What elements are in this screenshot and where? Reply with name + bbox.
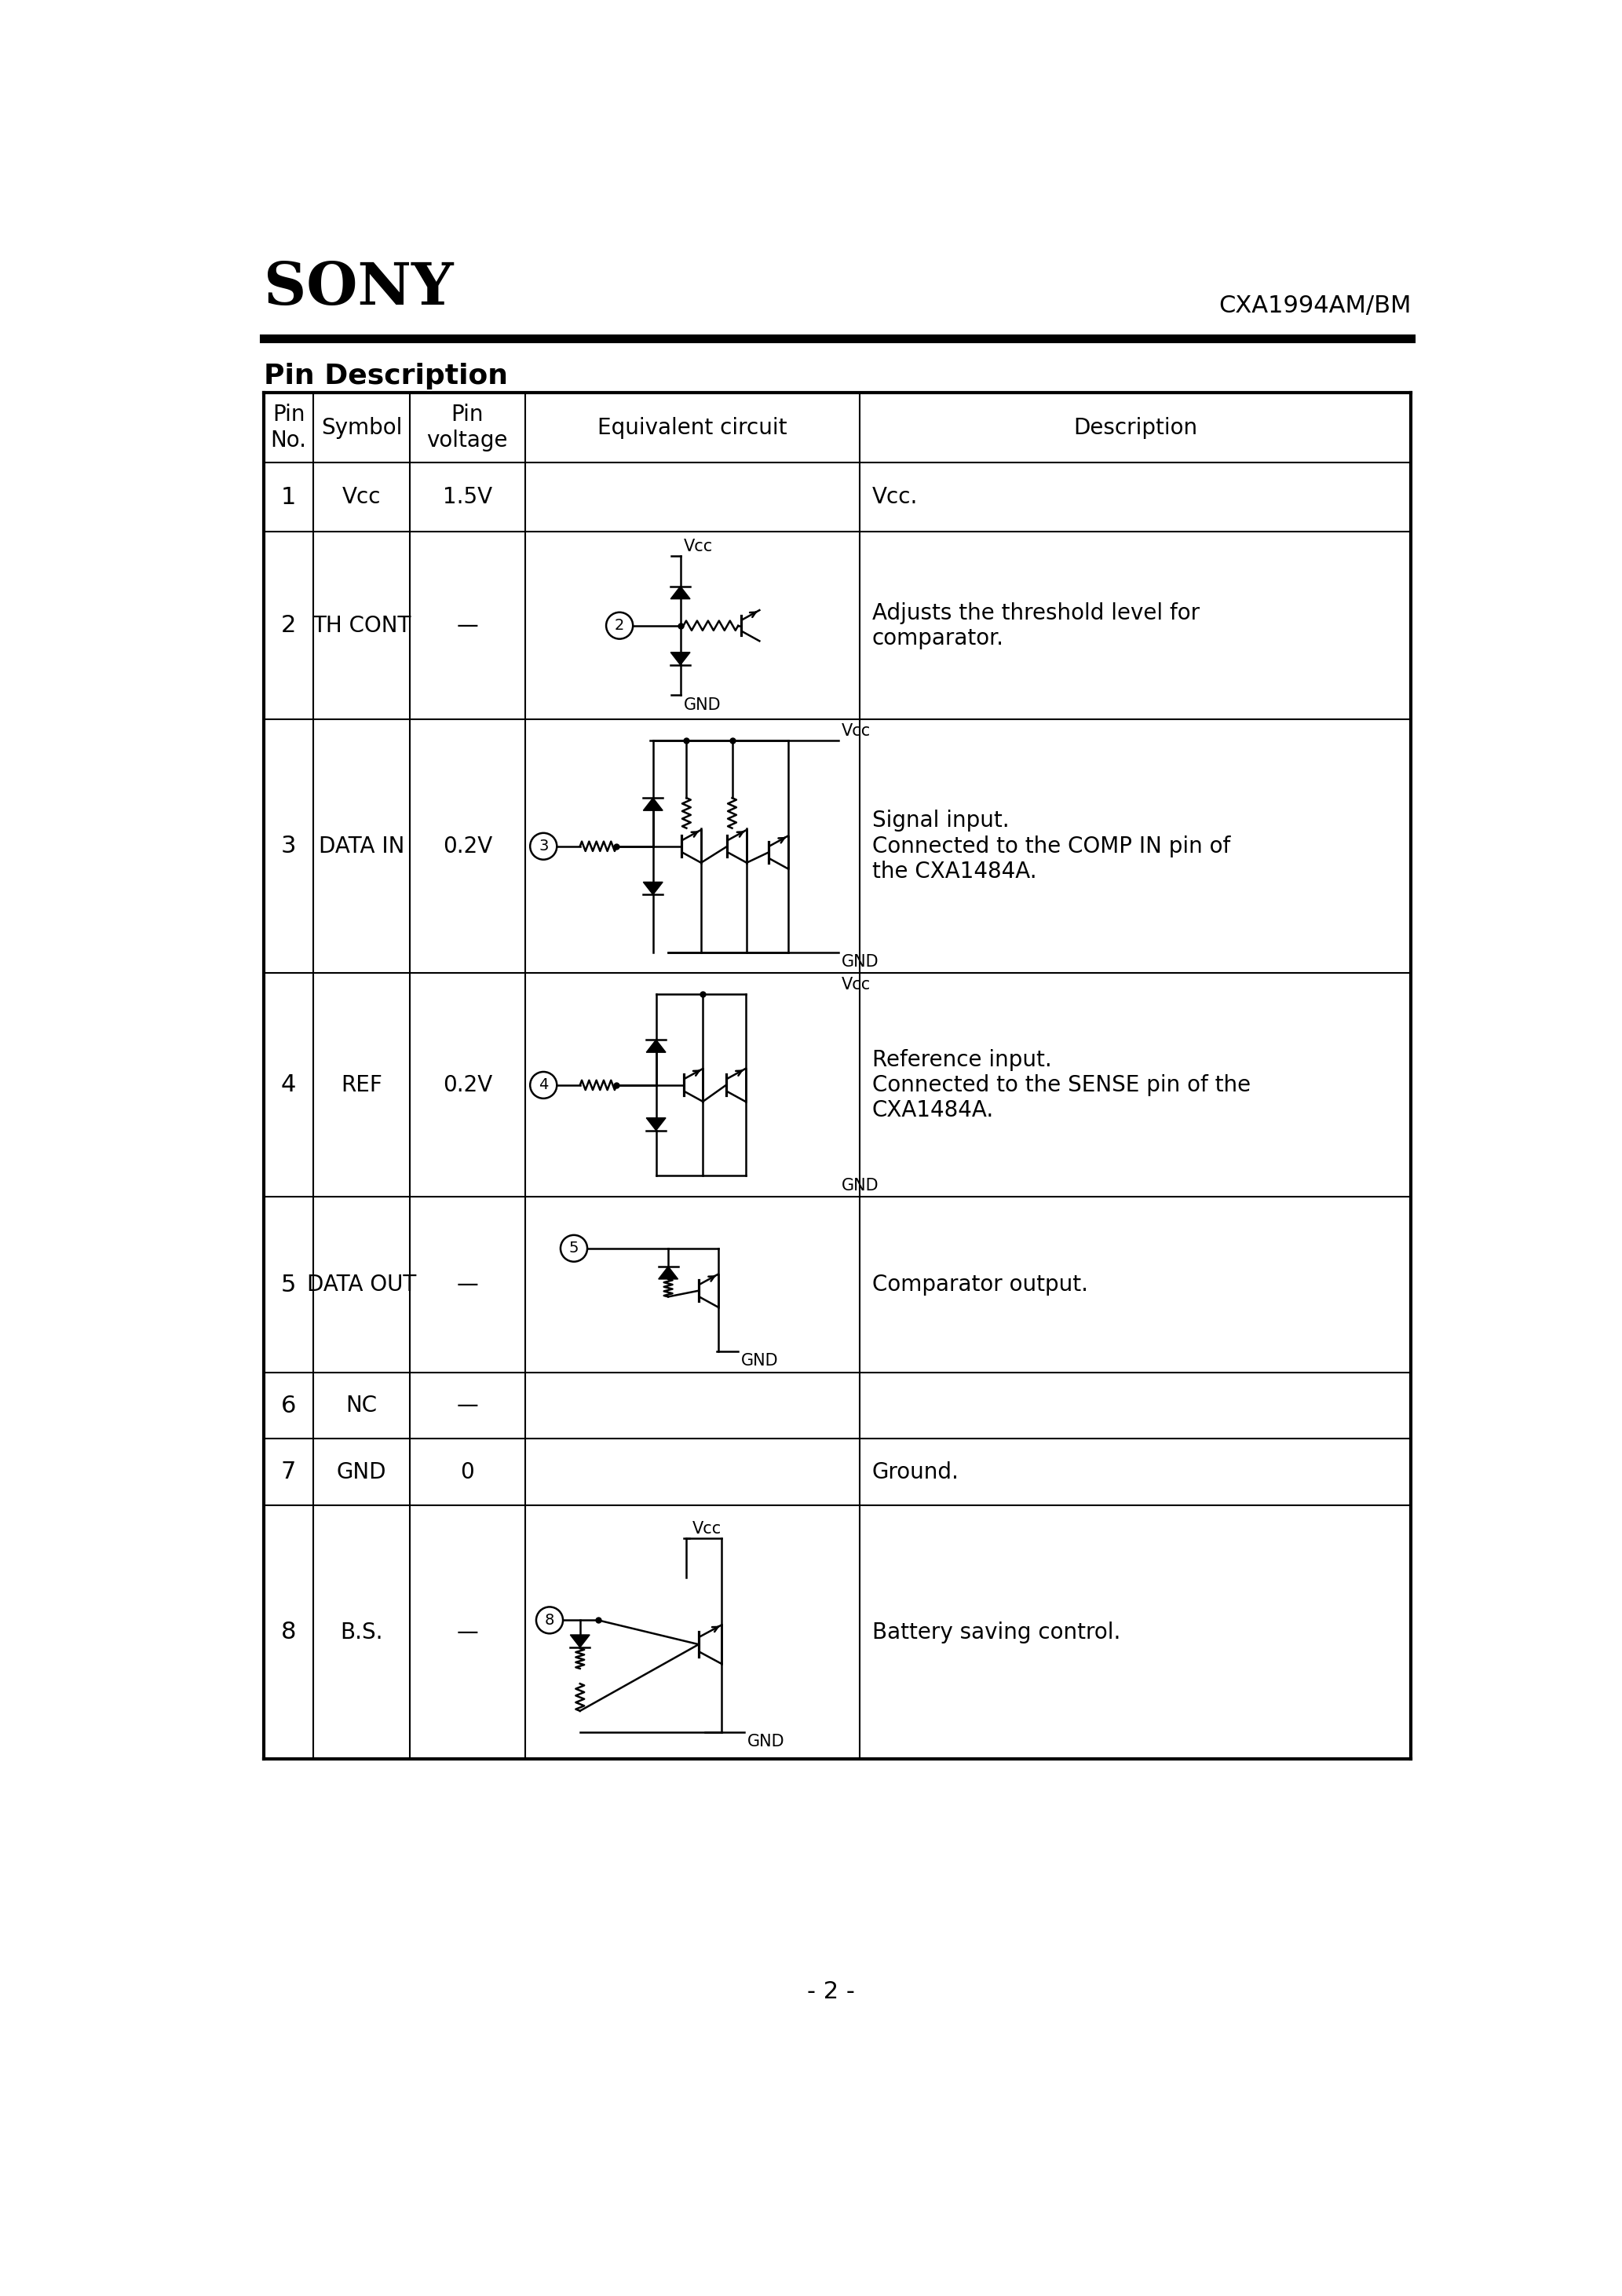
Text: GND: GND — [683, 698, 720, 712]
Text: —: — — [456, 615, 478, 636]
Text: 7: 7 — [281, 1460, 297, 1483]
Text: 1: 1 — [281, 487, 297, 507]
Text: Vcc.: Vcc. — [873, 487, 918, 507]
Text: Equivalent circuit: Equivalent circuit — [599, 416, 787, 439]
Polygon shape — [571, 1635, 590, 1649]
Text: - 2 -: - 2 - — [808, 1981, 855, 2004]
Text: Description: Description — [1074, 416, 1197, 439]
Text: DATA IN: DATA IN — [318, 836, 404, 856]
Polygon shape — [670, 652, 689, 666]
Text: SONY: SONY — [264, 259, 453, 317]
Text: —: — — [456, 1394, 478, 1417]
Text: 5: 5 — [281, 1274, 297, 1295]
Text: 5: 5 — [569, 1240, 579, 1256]
Text: Pin
voltage: Pin voltage — [427, 404, 508, 452]
Text: B.S.: B.S. — [341, 1621, 383, 1644]
Text: REF: REF — [341, 1075, 383, 1095]
Text: Vcc: Vcc — [693, 1520, 722, 1536]
Text: 4: 4 — [281, 1075, 297, 1097]
Polygon shape — [644, 882, 663, 895]
Polygon shape — [646, 1040, 665, 1052]
Polygon shape — [646, 1118, 665, 1130]
Text: Pin Description: Pin Description — [264, 363, 508, 390]
Polygon shape — [659, 1267, 678, 1279]
Polygon shape — [670, 585, 689, 599]
Text: 0.2V: 0.2V — [443, 1075, 491, 1095]
Text: Symbol: Symbol — [321, 416, 402, 439]
Text: Battery saving control.: Battery saving control. — [873, 1621, 1121, 1644]
Text: Vcc: Vcc — [842, 723, 871, 739]
Text: Ground.: Ground. — [873, 1460, 959, 1483]
Text: 6: 6 — [281, 1394, 297, 1417]
Text: TH CONT: TH CONT — [313, 615, 410, 636]
Text: 2: 2 — [615, 618, 624, 634]
Text: Adjusts the threshold level for
comparator.: Adjusts the threshold level for comparat… — [873, 602, 1200, 650]
Text: NC: NC — [345, 1394, 378, 1417]
Text: Vcc: Vcc — [342, 487, 381, 507]
Text: Signal input.
Connected to the COMP IN pin of
the CXA1484A.: Signal input. Connected to the COMP IN p… — [873, 810, 1229, 882]
Text: Reference input.
Connected to the SENSE pin of the
CXA1484A.: Reference input. Connected to the SENSE … — [873, 1049, 1251, 1120]
Text: —: — — [456, 1274, 478, 1295]
Text: Comparator output.: Comparator output. — [873, 1274, 1088, 1295]
Polygon shape — [644, 799, 663, 810]
Text: 3: 3 — [539, 838, 548, 854]
Text: 0.2V: 0.2V — [443, 836, 491, 856]
Text: 8: 8 — [281, 1621, 297, 1644]
Text: 8: 8 — [545, 1612, 555, 1628]
Text: GND: GND — [337, 1460, 386, 1483]
Text: 0: 0 — [461, 1460, 474, 1483]
Text: 4: 4 — [539, 1077, 548, 1093]
Text: Pin
No.: Pin No. — [271, 404, 307, 452]
Text: GND: GND — [748, 1733, 785, 1750]
Text: GND: GND — [842, 1178, 879, 1194]
Text: —: — — [456, 1621, 478, 1644]
Text: DATA OUT: DATA OUT — [307, 1274, 417, 1295]
Text: 2: 2 — [281, 615, 297, 636]
Text: 3: 3 — [281, 836, 297, 859]
Text: GND: GND — [842, 953, 879, 969]
Text: Vcc: Vcc — [842, 976, 871, 992]
Text: Vcc: Vcc — [683, 540, 712, 553]
Text: GND: GND — [741, 1352, 779, 1368]
Text: 1.5V: 1.5V — [443, 487, 491, 507]
Text: CXA1994AM/BM: CXA1994AM/BM — [1218, 294, 1411, 317]
